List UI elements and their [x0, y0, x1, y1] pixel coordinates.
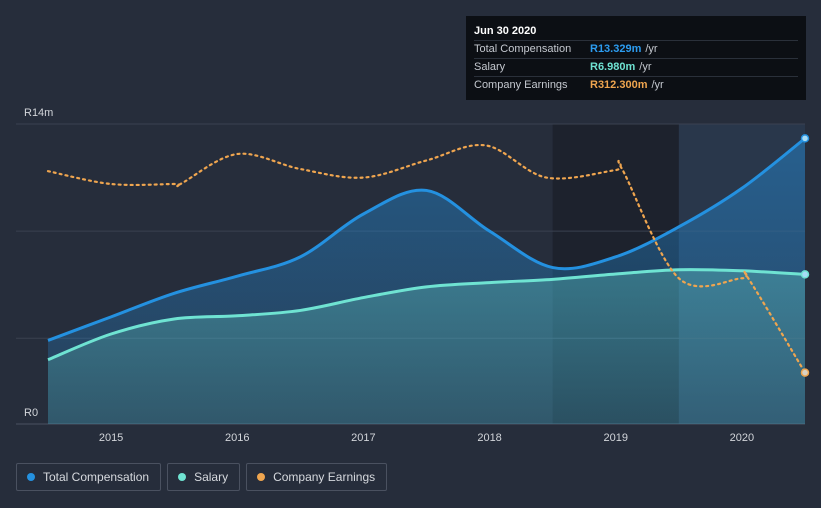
legend-total-compensation[interactable]: Total Compensation: [16, 463, 162, 491]
tooltip-label: Company Earnings: [474, 79, 568, 91]
legend-dot-icon: [27, 473, 35, 481]
tooltip-value: R13.329m: [590, 43, 642, 55]
x-tick-label: 2020: [730, 432, 754, 444]
tooltip-unit: /yr: [645, 43, 658, 55]
tooltip-label: Total Compensation: [474, 43, 572, 55]
y-tick-label-max: R14m: [24, 107, 53, 119]
x-tick-label: 2018: [477, 432, 501, 444]
legend-dot-icon: [178, 473, 187, 481]
tooltip-row-earnings: Company Earnings R312.300m /yr: [474, 76, 798, 94]
tooltip-row-salary: Salary R6.980m /yr: [474, 58, 798, 76]
legend-label: Salary: [194, 470, 229, 484]
legend-company-earnings[interactable]: Company Earnings: [246, 463, 388, 491]
tooltip-unit: /yr: [651, 79, 664, 91]
end-marker-total-compensation: [800, 134, 810, 143]
legend-dot-icon: [257, 473, 266, 481]
company-earnings-line: [46, 143, 807, 374]
legend: Total Compensation Salary Company Earnin…: [16, 463, 388, 491]
legend-label: Total Compensation: [43, 470, 150, 484]
x-tick-label: 2017: [351, 432, 375, 444]
tooltip: Jun 30 2020 Total Compensation R13.329m …: [466, 16, 806, 100]
y-tick-label-min: R0: [24, 407, 38, 419]
tooltip-date: Jun 30 2020: [474, 25, 537, 37]
legend-label: Company Earnings: [273, 470, 376, 484]
legend-salary[interactable]: Salary: [167, 463, 241, 491]
total-compensation-line: [47, 137, 806, 342]
salary-area: [48, 269, 805, 424]
tooltip-value: R6.980m: [590, 61, 636, 73]
tooltip-row-total: Total Compensation R13.329m /yr: [474, 40, 798, 58]
x-tick-label: 2016: [225, 432, 249, 444]
tooltip-unit: /yr: [639, 61, 652, 73]
end-marker-salary: [800, 270, 810, 279]
x-tick-label: 2015: [99, 432, 123, 444]
end-marker-company-earnings: [800, 368, 810, 377]
tooltip-value: R312.300m: [590, 79, 648, 91]
tooltip-label: Salary: [474, 61, 506, 73]
salary-line: [47, 268, 806, 362]
x-tick-label: 2019: [604, 432, 628, 444]
